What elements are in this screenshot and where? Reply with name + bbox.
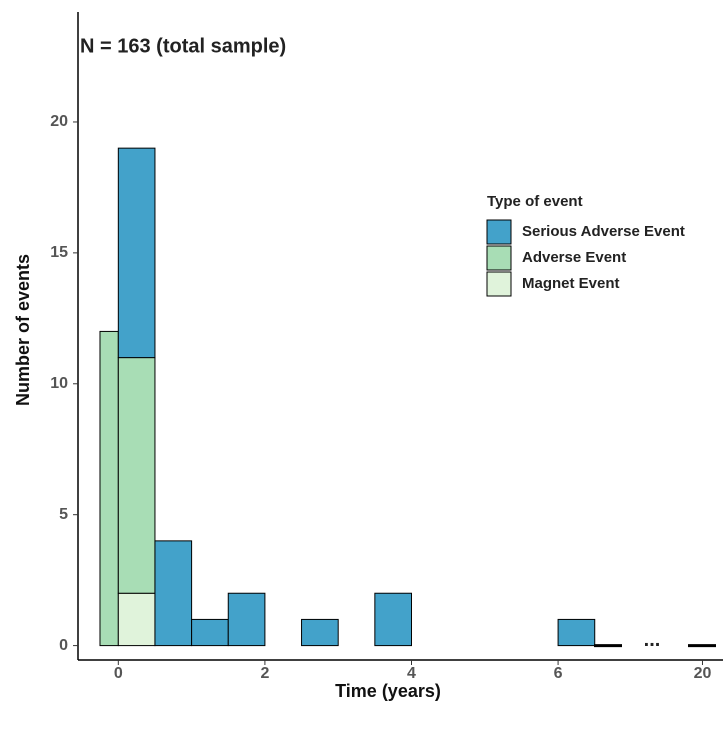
x-tick-label: 4: [407, 665, 416, 682]
legend-label: Serious Adverse Event: [522, 223, 685, 240]
legend-swatch: [486, 245, 512, 271]
bar: [117, 147, 156, 359]
axis-break-label: ...: [644, 629, 661, 651]
legend-swatch: [486, 219, 512, 245]
chart-title: N = 163 (total sample): [80, 35, 286, 57]
y-tick-label: 10: [50, 375, 68, 392]
legend-title: Type of event: [487, 193, 583, 210]
bar: [374, 592, 412, 647]
bar: [99, 330, 119, 647]
y-tick-label: 0: [59, 637, 68, 654]
legend-swatch: [486, 271, 512, 297]
bar: [191, 618, 229, 647]
legend-label: Magnet Event: [522, 275, 620, 292]
y-axis-title: Number of events: [13, 254, 33, 406]
bar: [117, 357, 156, 594]
x-tick-label: 6: [554, 665, 563, 682]
bar: [557, 618, 596, 647]
y-tick-label: 20: [50, 113, 68, 130]
bar: [117, 592, 156, 647]
x-tick-label: 20: [694, 665, 712, 682]
y-tick-label: 5: [59, 506, 68, 523]
x-tick-label: 0: [114, 665, 123, 682]
legend-label: Adverse Event: [522, 249, 626, 266]
bar: [227, 592, 266, 647]
x-tick-label: 2: [260, 665, 269, 682]
bar: [154, 540, 193, 647]
bar: [301, 618, 339, 647]
y-tick-label: 15: [50, 244, 68, 261]
x-axis-title: Time (years): [335, 681, 441, 701]
